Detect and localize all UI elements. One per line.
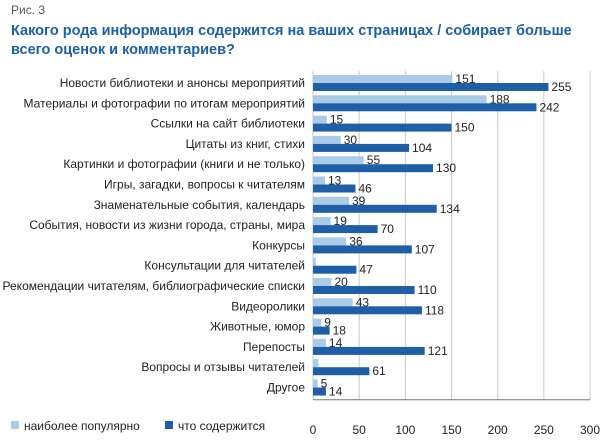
value-label-contains: 118 — [425, 303, 444, 317]
bar-contains — [313, 123, 452, 132]
bar-contains — [313, 367, 370, 376]
value-label-contains: 70 — [381, 222, 395, 236]
value-label-popular: 13 — [328, 174, 342, 188]
bar-contains — [313, 326, 330, 335]
value-label-popular: 14 — [329, 336, 343, 350]
bar-popular — [313, 338, 326, 347]
bar-contains — [313, 245, 412, 254]
bar-contains — [313, 225, 378, 234]
bar-popular — [313, 75, 453, 83]
value-label-contains: 242 — [539, 100, 559, 114]
value-label-popular: 15 — [330, 113, 344, 127]
bar-popular — [313, 237, 347, 246]
bar-popular — [313, 318, 322, 327]
legend-label-popular: наиболее популярно — [24, 419, 140, 433]
category-label: Цитаты из книг, стихи — [186, 137, 305, 151]
x-tick-label: 200 — [488, 423, 508, 437]
category-label: Видеоролики — [231, 299, 305, 313]
bar-contains — [313, 306, 422, 315]
value-label-contains: 110 — [418, 283, 437, 297]
value-label-contains: 107 — [415, 242, 435, 256]
value-label-popular: 39 — [352, 194, 366, 208]
value-label-popular: 20 — [334, 275, 348, 289]
x-tick-label: 0 — [310, 423, 317, 437]
x-tick-label: 250 — [534, 423, 554, 437]
bar-popular — [313, 196, 350, 205]
bar-contains — [313, 103, 537, 112]
bar-popular — [313, 95, 487, 104]
category-label: Новости библиотеки и анонсы мероприятий — [60, 76, 305, 90]
bar-popular — [313, 359, 319, 368]
value-label-contains: 255 — [551, 80, 571, 94]
legend-swatch-contains — [165, 421, 173, 429]
value-label-contains: 134 — [440, 202, 460, 216]
category-label: Знаменательные события, календарь — [94, 198, 305, 212]
bar-popular — [313, 298, 353, 307]
category-label: Материалы и фотографии по итогам меропри… — [24, 96, 305, 110]
category-label: Конкурсы — [252, 238, 305, 252]
category-label: Консультации для читателей — [144, 259, 305, 273]
bar-contains — [313, 204, 437, 213]
bar-contains — [313, 265, 357, 274]
bar-popular — [313, 176, 326, 185]
legend-label-contains: что содержится — [178, 419, 265, 433]
category-label: Картинки и фотографии (книги и не только… — [63, 157, 305, 171]
category-label: События, новости из жизни города, страны… — [29, 218, 305, 232]
category-label: Перепосты — [243, 340, 305, 354]
bar-popular — [313, 379, 318, 388]
chart-title: Какого рода информация содержится на ваш… — [11, 23, 572, 58]
value-label-contains: 14 — [329, 385, 343, 399]
category-label: Вопросы и отзывы читателей — [141, 360, 305, 374]
value-label-contains: 150 — [455, 121, 475, 135]
value-label-contains: 104 — [412, 141, 432, 155]
bar-popular — [313, 156, 364, 165]
x-tick-label: 150 — [441, 423, 461, 437]
bar-contains — [313, 346, 425, 355]
x-tick-label: 300 — [580, 423, 600, 437]
bar-popular — [313, 115, 327, 124]
x-tick-label: 100 — [395, 423, 415, 437]
bar-popular — [313, 217, 331, 226]
bar-contains — [313, 184, 356, 193]
bar-contains — [313, 286, 415, 294]
value-label-popular: 188 — [490, 92, 510, 106]
bar-contains — [313, 83, 549, 91]
value-label-contains: 46 — [358, 182, 372, 196]
category-label: Ссылки на сайт библиотеки — [151, 117, 305, 131]
value-label-popular: 151 — [455, 72, 475, 86]
value-label-popular: 5 — [321, 377, 328, 391]
category-label: Игры, загадки, вопросы к читателям — [104, 178, 305, 192]
category-label: Животные, юмор — [210, 320, 305, 334]
value-label-contains: 121 — [428, 344, 448, 358]
bar-popular — [313, 257, 316, 266]
category-label: Другое — [267, 381, 305, 395]
figure-label: Рис. 3 — [11, 3, 46, 17]
value-label-popular: 30 — [344, 133, 358, 147]
value-label-popular: 19 — [334, 214, 348, 228]
value-label-contains: 61 — [372, 364, 386, 378]
category-label: Рекомендации читателям, библиографически… — [3, 279, 305, 293]
value-label-popular: 55 — [367, 153, 381, 167]
value-label-popular: 9 — [324, 316, 331, 330]
bar-contains — [313, 143, 410, 152]
bar-contains — [313, 164, 434, 173]
x-tick-label: 50 — [352, 423, 366, 437]
bar-popular — [313, 278, 332, 286]
value-label-popular: 43 — [356, 295, 370, 309]
value-label-contains: 130 — [436, 161, 456, 175]
value-label-contains: 18 — [333, 324, 347, 338]
value-label-contains: 47 — [359, 263, 373, 277]
bar-popular — [313, 135, 341, 144]
legend-swatch-popular — [11, 421, 19, 429]
bar-contains — [313, 387, 326, 396]
value-label-popular: 36 — [349, 234, 363, 248]
